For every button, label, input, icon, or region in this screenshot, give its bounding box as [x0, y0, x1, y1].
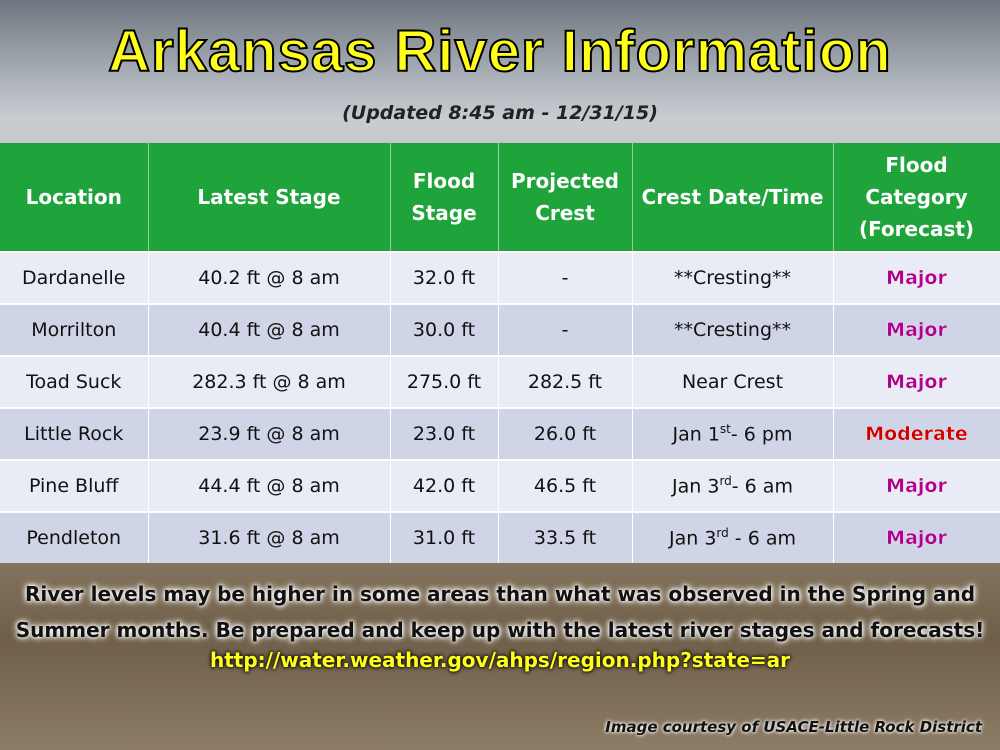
- cell: 31.0 ft: [390, 511, 499, 563]
- crest-sup: rd: [716, 526, 729, 541]
- table-row: Dardanelle 40.2 ft @ 8 am 32.0 ft - **Cresti…: [0, 251, 1000, 304]
- cell: 23.9 ft @ 8 am: [148, 407, 391, 460]
- cell: Pine Bluff: [0, 459, 149, 512]
- crest-base: Jan 3: [672, 475, 720, 498]
- table-row: Little Rock 23.9 ft @ 8 am 23.0 ft 26.0 ft J…: [0, 407, 1000, 460]
- crest-time: **Cresting**: [632, 303, 834, 356]
- flood-category: Major: [833, 303, 1000, 356]
- cell: 44.4 ft @ 8 am: [148, 459, 391, 512]
- flood-category: Major: [833, 459, 1000, 512]
- cell: -: [498, 251, 633, 304]
- cell: Little Rock: [0, 407, 149, 460]
- flood-category: Major: [833, 251, 1000, 304]
- cell: Dardanelle: [0, 251, 149, 304]
- crest-base: Near Crest: [681, 371, 784, 393]
- table-row: Pendleton 31.6 ft @ 8 am 31.0 ft 33.5 ft Jan…: [0, 511, 1000, 563]
- cell: 275.0 ft: [390, 355, 499, 408]
- message: River levels may be higher in some areas…: [15, 582, 985, 642]
- table-row: Morrilton 40.4 ft @ 8 am 30.0 ft - **Crestin…: [0, 303, 1000, 356]
- link: http://water.weather.gov/ahps/region.php…: [209, 648, 790, 672]
- table-body: Dardanelle 40.2 ft @ 8 am 32.0 ft - **Cresti…: [0, 251, 1000, 563]
- cell: Toad Suck: [0, 355, 149, 408]
- flood-category: Major: [833, 355, 1000, 408]
- column-header: Latest Stage: [148, 143, 391, 252]
- cell: 26.0 ft: [498, 407, 633, 460]
- crest-tail: - 6 am: [728, 527, 796, 550]
- cell: 282.3 ft @ 8 am: [148, 355, 391, 408]
- crest-sup: st: [719, 422, 731, 437]
- crest-time: Near Crest: [632, 355, 834, 408]
- cell: 40.4 ft @ 8 am: [148, 303, 391, 356]
- column-header: Flood Stage: [390, 143, 499, 252]
- subtitle: (Updated 8:45 am - 12/31/15): [342, 102, 658, 124]
- crest-base: Jan 1: [672, 423, 720, 446]
- column-header: Crest Date/Time: [632, 143, 834, 252]
- cell: 282.5 ft: [498, 355, 633, 408]
- cell: 42.0 ft: [390, 459, 499, 512]
- cell: 46.5 ft: [498, 459, 633, 512]
- table-row: Pine Bluff 44.4 ft @ 8 am 42.0 ft 46.5 ft Ja…: [0, 459, 1000, 512]
- cell: Morrilton: [0, 303, 149, 356]
- cell: 33.5 ft: [498, 511, 633, 563]
- crest-time: Jan 3rd - 6 am: [632, 511, 834, 563]
- crest-sup: rd: [719, 474, 732, 489]
- cell: 30.0 ft: [390, 303, 499, 356]
- flood-category: Moderate: [833, 407, 1000, 460]
- crest-time: **Cresting**: [632, 251, 834, 304]
- column-header: Flood Category (Forecast): [833, 143, 1000, 252]
- crest-tail: - 6 pm: [730, 423, 793, 446]
- crest-base: **Cresting**: [673, 319, 792, 341]
- cell: 40.2 ft @ 8 am: [148, 251, 391, 304]
- crest-base: **Cresting**: [673, 267, 792, 289]
- credit: Image courtesy of USACE-Little Rock Dist…: [605, 718, 982, 736]
- crest-tail: - 6 am: [731, 475, 793, 498]
- cell: Pendleton: [0, 511, 149, 563]
- title: Arkansas River Information: [107, 18, 892, 85]
- cell: -: [498, 303, 633, 356]
- table-row: Toad Suck 282.3 ft @ 8 am 275.0 ft 282.5 ft…: [0, 355, 1000, 408]
- cell: 31.6 ft @ 8 am: [148, 511, 391, 563]
- crest-base: Jan 3: [669, 527, 717, 550]
- crest-time: Jan 3rd- 6 am: [632, 459, 834, 512]
- column-header: Location: [0, 143, 149, 252]
- header-row: Location Latest Stage Flood Stage Projected…: [0, 143, 1000, 252]
- cell: 23.0 ft: [390, 407, 499, 460]
- river-table: Location Latest Stage Flood Stage Projected…: [0, 143, 1000, 563]
- column-header: Projected Crest: [498, 143, 633, 252]
- flood-category: Major: [833, 511, 1000, 563]
- cell: 32.0 ft: [390, 251, 499, 304]
- crest-time: Jan 1st- 6 pm: [632, 407, 834, 460]
